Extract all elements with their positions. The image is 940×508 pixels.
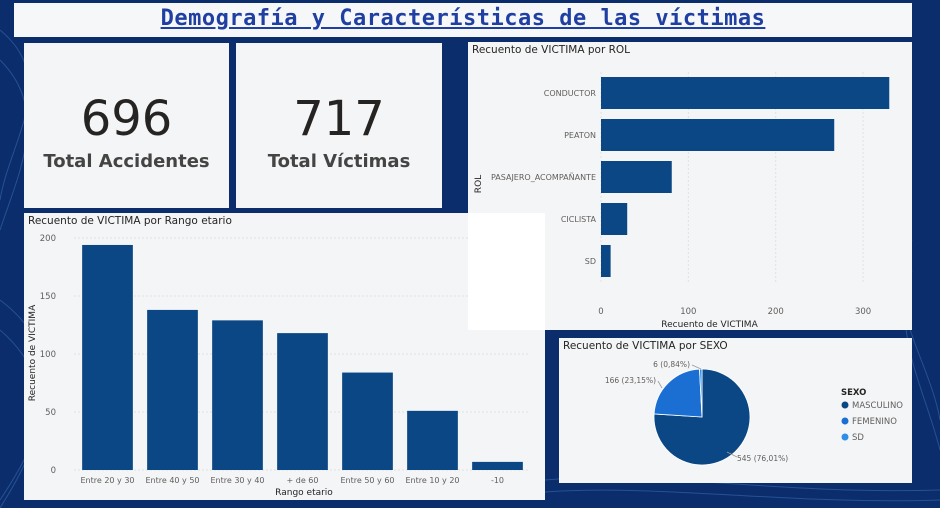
kpi-label-accidentes: Total Accidentes [43,151,210,172]
pie-data-label: 545 (76,01%) [737,454,788,463]
age-ytick-label: 200 [40,234,56,244]
kpi-value-victimas: 717 [293,91,385,147]
age-ytick-label: 0 [51,466,56,476]
sexo-chart-title: Recuento de VICTIMA por SEXO [563,340,728,352]
age-chart: 0 50 100 150 200 Entre 20 y 30 Entre 40 y 50 En… [28,234,529,498]
kpi-card-accidentes: 696 Total Accidentes [24,43,229,208]
rol-bar[interactable] [601,77,890,109]
rol-category-label: CICLISTA [561,215,597,224]
age-chart-title: Recuento de VICTIMA por Rango etario [28,215,232,227]
age-bar[interactable] [82,244,133,470]
pie-legend-title: SEXO [841,388,866,398]
rol-bar[interactable] [601,245,611,277]
age-category-label: Entre 30 y 40 [210,476,264,485]
pie-leader-line [657,380,663,389]
kpi-value-accidentes: 696 [80,91,173,147]
age-y-axis-title: Recuento de VICTIMA [28,304,38,401]
age-x-axis-title: Rango etario [275,488,333,498]
age-bar[interactable] [472,461,523,470]
rol-xtick-label: 300 [855,307,871,317]
age-bar[interactable] [342,372,393,470]
age-category-label: + de 60 [287,476,319,485]
pie-data-label: 6 (0,84%) [653,360,690,369]
age-category-label: Entre 40 y 50 [145,476,199,485]
age-category-label: Entre 10 y 20 [405,476,459,485]
age-bar[interactable] [147,309,198,470]
rol-xtick-label: 0 [598,307,603,317]
age-category-label: Entre 50 y 60 [340,476,394,485]
rol-xtick-label: 100 [680,307,696,317]
rol-bar[interactable] [601,203,628,235]
pie-leader-line [726,451,738,458]
rol-chart: 0 100 200 300 CONDUCTOR PEATON PASAJERO_ACOMPA… [474,72,890,330]
pie-legend-marker [841,401,849,409]
rol-category-label: PASAJERO_ACOMPAÑANTE [491,172,596,182]
blank-panel [468,213,545,330]
rol-bar[interactable] [601,119,835,151]
age-category-label: Entre 20 y 30 [80,476,134,485]
pie-legend-marker [841,433,849,441]
age-ytick-label: 100 [40,350,56,360]
pie-legend-label[interactable]: SD [852,433,864,443]
kpi-label-victimas: Total Víctimas [267,151,411,172]
sexo-chart-card[interactable]: Recuento de VICTIMA por SEXO 545 (76,01%… [559,338,912,483]
kpi-card-victimas: 717 Total Víctimas [236,43,442,208]
age-bar[interactable] [407,410,458,470]
pie-leader-line [691,364,702,370]
age-chart-card[interactable]: Recuento de VICTIMA por Rango etario 0 50… [24,213,545,500]
pie-legend-label[interactable]: FEMENINO [852,417,897,427]
rol-category-label: PEATON [564,131,596,140]
pie-data-label: 166 (23,15%) [605,376,656,385]
title-bar: Demografía y Características de las víct… [14,3,912,37]
page-title: Demografía y Características de las víct… [160,6,766,31]
age-bar[interactable] [277,333,328,470]
rol-x-axis-title: Recuento de VICTIMA [661,320,758,330]
rol-xtick-label: 200 [768,307,784,317]
pie-slice-femenino[interactable] [653,368,703,418]
rol-category-label: SD [585,257,596,266]
sexo-chart: 545 (76,01%) 166 (23,15%) 6 (0,84%) SEXO MAS… [605,360,903,466]
pie-legend-marker [841,417,849,425]
rol-bar[interactable] [601,161,672,193]
age-ytick-label: 50 [45,408,56,418]
rol-category-label: CONDUCTOR [544,89,597,98]
pie-legend-label[interactable]: MASCULINO [852,401,903,411]
age-bar[interactable] [212,320,263,470]
age-ytick-label: 150 [40,292,56,302]
rol-y-axis-title: ROL [474,175,484,193]
age-category-label: -10 [491,476,504,485]
rol-chart-title: Recuento de VICTIMA por ROL [472,44,631,56]
